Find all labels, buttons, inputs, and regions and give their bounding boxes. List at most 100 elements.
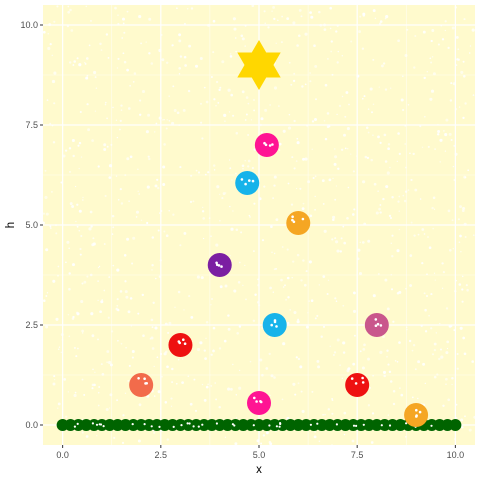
snowflake [447,209,451,213]
snowflake [213,169,216,171]
snowflake [439,161,441,163]
snowflake [47,46,51,51]
snowflake [387,143,391,146]
snowflake [461,275,464,278]
snowflake [247,102,250,105]
snowflake [75,355,78,358]
snowflake [432,196,436,200]
ornament-sparkle [275,325,278,328]
snowflake [370,158,373,162]
snowflake [119,128,121,131]
ground-snowflake [268,424,271,427]
snowflake [235,50,237,53]
snowflake [165,127,168,130]
snowflake [86,74,89,77]
snowflake [341,55,343,57]
snowflake [229,255,231,257]
snowflake [304,32,308,36]
snowflake [338,104,342,108]
snowflake [261,239,265,242]
snowflake [456,352,459,356]
snowflake [431,29,435,32]
snowflake [218,405,221,409]
snowflake [328,178,332,182]
snowflake [460,418,464,422]
snowflake [150,336,154,340]
snowflake [291,277,293,279]
snowflake [458,106,461,108]
snowflake [444,20,447,23]
snowflake [293,119,296,123]
snowflake [286,416,290,420]
snowflake [456,367,459,370]
snowflake [65,261,67,264]
snowflake [52,382,56,386]
snowflake [438,357,441,361]
snowflake [210,385,213,387]
snowflake [419,198,422,200]
snowflake [49,122,52,125]
snowflake [116,67,119,69]
snowflake [364,155,368,159]
ground-snowflake [355,424,358,427]
snowflake [135,216,138,218]
snowflake [458,241,461,244]
snowflake [126,10,129,13]
snowflake [67,10,71,14]
snowflake [273,268,276,271]
snowflake [55,317,59,321]
snowflake [301,409,305,413]
snowflake [103,243,106,245]
snowflake [44,169,47,172]
snowflake [67,391,69,393]
snowflake [389,380,393,383]
snowflake [57,402,61,406]
snowflake [57,407,59,409]
snowflake [430,293,433,296]
snowflake [359,15,362,18]
snowflake [93,383,96,387]
snowflake [248,214,251,217]
snowflake [447,398,451,402]
snowflake [188,44,192,48]
snowflake [284,284,286,287]
snowflake [317,365,321,369]
snowflake [189,200,193,203]
snowflake [298,34,301,37]
snowflake [103,289,106,292]
snowflake [280,278,283,282]
snowflake [69,202,73,206]
snowflake [310,299,314,302]
snowflake [244,159,246,162]
snowflake [334,198,337,201]
snowflake [195,409,197,412]
snowflake [363,343,366,347]
snowflake [439,322,441,325]
snowflake [309,11,312,14]
snowflake [172,213,175,216]
snowflake [108,276,111,279]
snowflake [407,189,410,192]
ornament-sparkle [376,322,380,326]
snowflake [390,288,394,291]
ornament-point [129,373,154,397]
snowflake [464,415,466,418]
snowflake [212,349,215,353]
snowflake [391,196,394,199]
snowflake [129,84,131,87]
snowflake [229,53,232,55]
snowflake [107,57,110,59]
snowflake [97,299,99,302]
snowflake [426,71,428,73]
x-tick-label: 0.0 [56,450,69,460]
snowflake [111,214,115,218]
snowflake [78,141,82,145]
snowflake [358,30,362,34]
snowflake [254,293,257,297]
snowflake [440,355,444,359]
snowflake [350,153,352,155]
snowflake [80,299,84,304]
snowflake [281,246,284,248]
snowflake [224,436,227,438]
